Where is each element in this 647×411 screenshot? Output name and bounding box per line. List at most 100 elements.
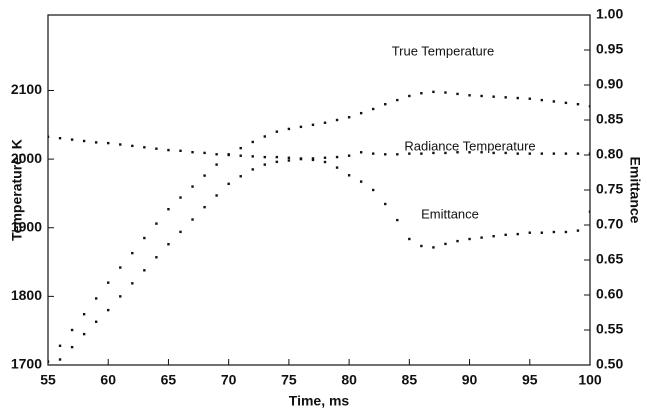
data-point [263, 135, 266, 138]
data-point [239, 146, 242, 150]
data-point [540, 231, 544, 234]
plot-area [48, 90, 590, 363]
data-point [528, 231, 531, 234]
y2-axis-label: Emittance [627, 157, 643, 224]
data-point [311, 157, 315, 160]
y2-tick-label: 0.50 [596, 356, 623, 372]
data-point [70, 345, 74, 349]
data-point [299, 157, 303, 160]
data-point [576, 103, 580, 106]
data-point [588, 210, 590, 213]
data-point [468, 94, 471, 97]
data-point [58, 358, 62, 361]
data-point [58, 137, 62, 140]
data-point [468, 151, 471, 154]
data-point [251, 168, 254, 171]
data-point [227, 182, 230, 186]
data-point [588, 105, 590, 108]
data-point [167, 148, 170, 152]
data-point [480, 94, 483, 98]
y2-tick-label: 0.90 [596, 76, 623, 92]
data-point [396, 153, 399, 156]
data-point [263, 163, 266, 166]
data-point [311, 123, 315, 127]
x-tick-label: 60 [100, 372, 116, 388]
data-point [239, 175, 242, 178]
data-point [155, 222, 158, 225]
data-point [191, 218, 194, 221]
data-point [287, 159, 291, 162]
data-point [119, 266, 122, 269]
data-point [504, 151, 507, 155]
data-point [588, 152, 590, 155]
data-point [275, 130, 279, 133]
data-point [432, 151, 435, 155]
data-point [94, 141, 98, 144]
data-point [384, 103, 387, 106]
data-point [359, 111, 363, 115]
data-point [107, 141, 110, 145]
data-point [468, 237, 471, 241]
data-point [131, 282, 134, 285]
data-point [107, 308, 110, 312]
data-point [516, 152, 519, 155]
data-point [516, 96, 519, 100]
data-point [432, 90, 435, 94]
x-tick-label: 70 [221, 372, 237, 388]
data-point [492, 95, 495, 98]
data-point [323, 160, 327, 164]
x-tick-label: 55 [40, 372, 56, 388]
data-point [311, 158, 315, 162]
data-point [564, 230, 568, 234]
data-point [251, 140, 254, 144]
data-point [420, 92, 423, 95]
data-point [372, 152, 375, 155]
data-point [480, 236, 483, 239]
data-point [552, 100, 556, 103]
data-point [359, 151, 363, 154]
y2-tick-label: 0.95 [596, 41, 623, 57]
data-point [347, 174, 351, 177]
y2-tick-label: 0.60 [596, 286, 623, 302]
data-point [143, 146, 146, 149]
y2-tick-label: 0.80 [596, 146, 623, 162]
data-point [372, 107, 375, 111]
data-point [359, 180, 363, 183]
data-point [432, 246, 435, 249]
data-point [444, 242, 447, 246]
data-point [335, 155, 339, 159]
data-point [131, 144, 134, 148]
data-point [287, 156, 291, 159]
data-point [94, 297, 98, 300]
data-point [552, 152, 556, 155]
data-point [48, 135, 50, 138]
x-tick-label: 75 [281, 372, 297, 388]
annotation: True Temperature [392, 43, 495, 58]
data-point [492, 235, 495, 238]
data-point [227, 153, 230, 157]
data-point [504, 233, 507, 236]
data-point [516, 232, 519, 236]
x-tick-label: 90 [462, 372, 478, 388]
data-point [287, 127, 291, 131]
data-point [179, 196, 182, 199]
y-tick-label: 2000 [11, 150, 42, 166]
data-point [420, 152, 423, 155]
data-point [335, 118, 339, 122]
y-tick-label: 2100 [11, 81, 42, 97]
data-point [492, 151, 495, 155]
data-point [70, 328, 74, 332]
data-point [131, 251, 134, 255]
y-tick-label: 1900 [11, 218, 42, 234]
annotation: Emittance [421, 206, 479, 221]
data-point [119, 143, 122, 146]
x-axis-label: Time, ms [289, 393, 350, 409]
x-tick-label: 65 [161, 372, 177, 388]
data-point [167, 243, 170, 246]
x-tick-label: 95 [522, 372, 538, 388]
data-point [564, 101, 568, 105]
data-point [540, 152, 544, 155]
data-point [396, 218, 399, 222]
data-point [299, 125, 303, 129]
